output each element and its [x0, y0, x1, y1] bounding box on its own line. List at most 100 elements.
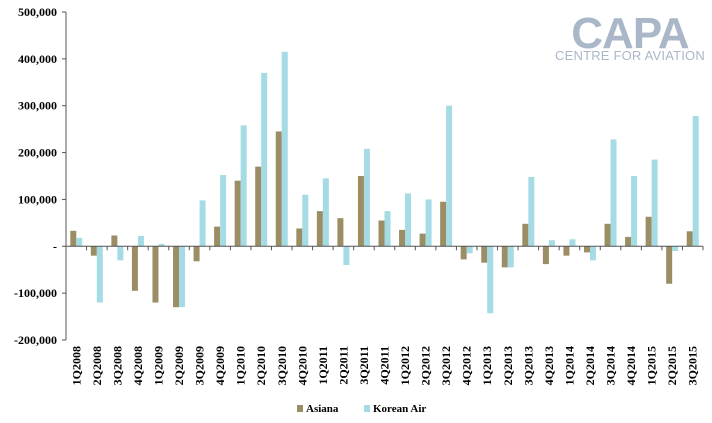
x-tick-label: 2Q2009 — [172, 346, 186, 385]
asiana-bar — [440, 201, 447, 247]
x-tick-label: 2Q2015 — [665, 346, 679, 385]
y-tick-label: 500,000 — [18, 5, 57, 19]
x-tick-label: 4Q2014 — [624, 346, 638, 385]
asiana-bar — [193, 246, 200, 262]
y-tick-label: -100,000 — [14, 286, 57, 300]
asiana-bar — [111, 235, 118, 247]
korean-air-bar — [631, 176, 638, 247]
x-tick-label: 4Q2013 — [542, 346, 556, 385]
korean-air-bar — [220, 175, 227, 247]
x-tick-label: 3Q2015 — [686, 346, 700, 385]
asiana-bar — [625, 236, 632, 247]
x-tick-label: 2Q2012 — [419, 346, 433, 385]
korean-air-bar — [425, 199, 432, 247]
asiana-bar — [70, 230, 77, 247]
korean-air-bar — [240, 125, 247, 247]
bars — [70, 51, 699, 314]
korean-air-bar — [261, 72, 268, 247]
x-tick-label: 4Q2012 — [460, 346, 474, 385]
korean-air-bar — [343, 246, 350, 266]
x-tick-label: 2Q2014 — [583, 346, 597, 385]
legend-swatch-korean-air — [364, 405, 370, 412]
x-tick-label: 3Q2009 — [193, 346, 207, 385]
asiana-bar — [131, 246, 138, 291]
x-tick-label: 4Q2010 — [295, 346, 309, 385]
korean-air-bar — [405, 193, 412, 247]
korean-air-bar — [651, 159, 658, 247]
x-tick-label: 1Q2014 — [562, 346, 576, 385]
logo-sub-text: CENTRE FOR AVIATION — [555, 48, 705, 63]
korean-air-bar — [384, 211, 391, 247]
korean-air-bar — [96, 246, 103, 303]
x-tick-label: 1Q2008 — [69, 346, 83, 385]
asiana-bar — [645, 216, 652, 247]
x-tick-label: 3Q2010 — [275, 346, 289, 385]
x-tick-label: 3Q2014 — [604, 346, 618, 385]
asiana-bar — [337, 218, 344, 247]
x-axis: 1Q2008 2Q2008 3Q2008 4Q2008 1Q2009 2Q2009 3Q20… — [66, 245, 704, 385]
asiana-bar — [481, 246, 488, 263]
x-tick-label: 1Q2015 — [645, 346, 659, 385]
asiana-bar — [399, 229, 406, 247]
korean-air-bar — [76, 237, 83, 247]
asiana-bar — [234, 180, 241, 247]
y-tick-label: 400,000 — [18, 52, 57, 66]
korean-air-bar — [446, 105, 453, 247]
capa-logo: CAPA CENTRE FOR AVIATION — [555, 9, 705, 63]
asiana-bar — [90, 246, 97, 256]
asiana-bar — [501, 246, 508, 268]
x-tick-label: 1Q2010 — [234, 346, 248, 385]
x-tick-label: 3Q2013 — [521, 346, 535, 385]
x-tick-label: 4Q2008 — [131, 346, 145, 385]
korean-air-bar — [548, 240, 555, 247]
y-tick-label: 200,000 — [18, 146, 57, 160]
y-axis: 500,000 400,000 300,000 200,000 100,000 - -100… — [14, 5, 67, 347]
asiana-bar — [214, 226, 221, 247]
legend: Asiana Korean Air — [297, 403, 426, 415]
x-tick-label: 3Q2008 — [110, 346, 124, 385]
korean-air-bar — [137, 235, 144, 247]
asiana-bar — [583, 246, 590, 253]
x-tick-label: 1Q2011 — [316, 346, 330, 385]
korean-air-bar — [363, 148, 370, 247]
x-tick-label: 3Q2011 — [357, 346, 371, 385]
y-tick-label: 100,000 — [18, 192, 57, 206]
asiana-bar — [152, 246, 159, 303]
asiana-bar — [296, 228, 303, 247]
x-tick-label: 3Q2012 — [439, 346, 453, 385]
x-tick-label: 2Q2010 — [254, 346, 268, 385]
asiana-bar — [419, 233, 426, 247]
korean-air-bar — [610, 139, 617, 247]
asiana-bar — [686, 231, 693, 247]
x-tick-label: 2Q2013 — [501, 346, 515, 385]
korean-air-bar — [487, 246, 494, 314]
x-tick-label: 1Q2009 — [151, 346, 165, 385]
y-tick-label: - — [53, 239, 57, 253]
asiana-bar — [275, 131, 282, 247]
korean-air-bar — [281, 51, 288, 247]
korean-air-bar — [672, 246, 679, 251]
korean-air-bar — [569, 239, 576, 247]
korean-air-bar — [507, 246, 514, 268]
legend-label-korean-air: Korean Air — [373, 403, 426, 415]
korean-air-bar — [322, 178, 329, 247]
korean-air-bar — [528, 176, 535, 247]
asiana-bar — [173, 246, 180, 308]
x-tick-label: 4Q2009 — [213, 346, 227, 385]
x-tick-label: 4Q2011 — [378, 346, 392, 385]
korean-air-bar — [117, 246, 124, 261]
asiana-bar — [357, 176, 364, 247]
asiana-bar — [460, 246, 467, 260]
y-tick-label: 300,000 — [18, 99, 57, 113]
legend-label-asiana: Asiana — [306, 403, 339, 415]
asiana-bar — [255, 166, 262, 247]
x-tick-label: 1Q2013 — [480, 346, 494, 385]
asiana-bar — [316, 211, 323, 247]
logo-main-text: CAPA — [571, 9, 689, 58]
korean-air-bar — [692, 116, 699, 247]
korean-air-bar — [158, 243, 165, 247]
asiana-bar — [542, 246, 549, 265]
korean-air-bar — [179, 246, 186, 308]
